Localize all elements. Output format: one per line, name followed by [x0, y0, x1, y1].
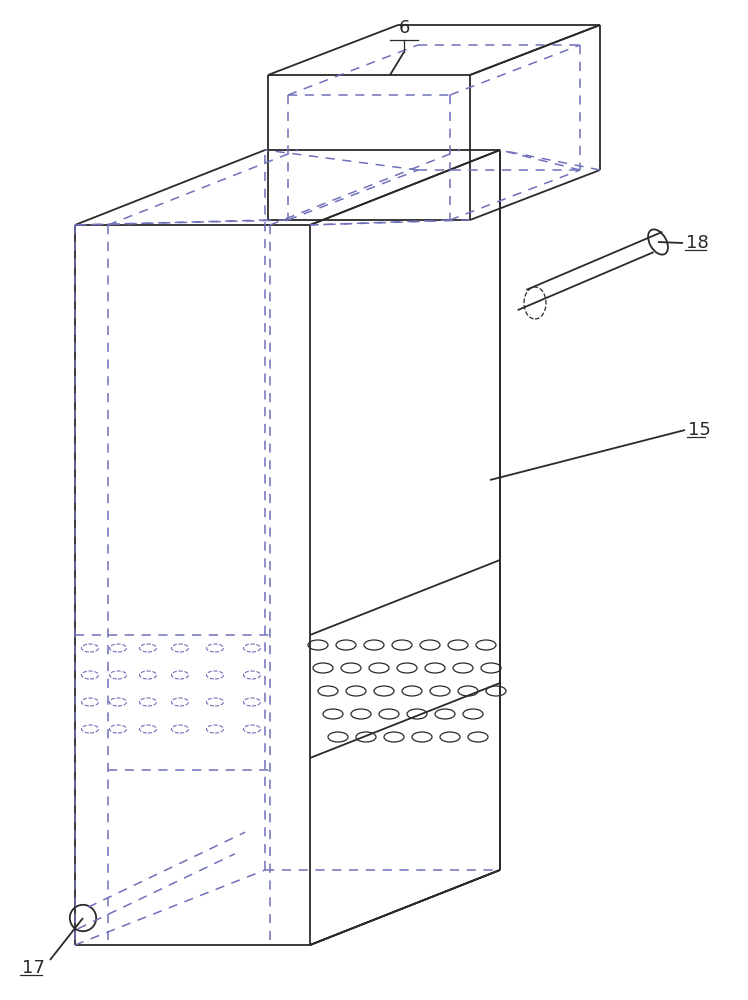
Text: 6: 6 — [399, 19, 410, 37]
Text: 18: 18 — [686, 234, 709, 252]
Text: 17: 17 — [22, 959, 45, 977]
Text: 15: 15 — [688, 421, 711, 439]
